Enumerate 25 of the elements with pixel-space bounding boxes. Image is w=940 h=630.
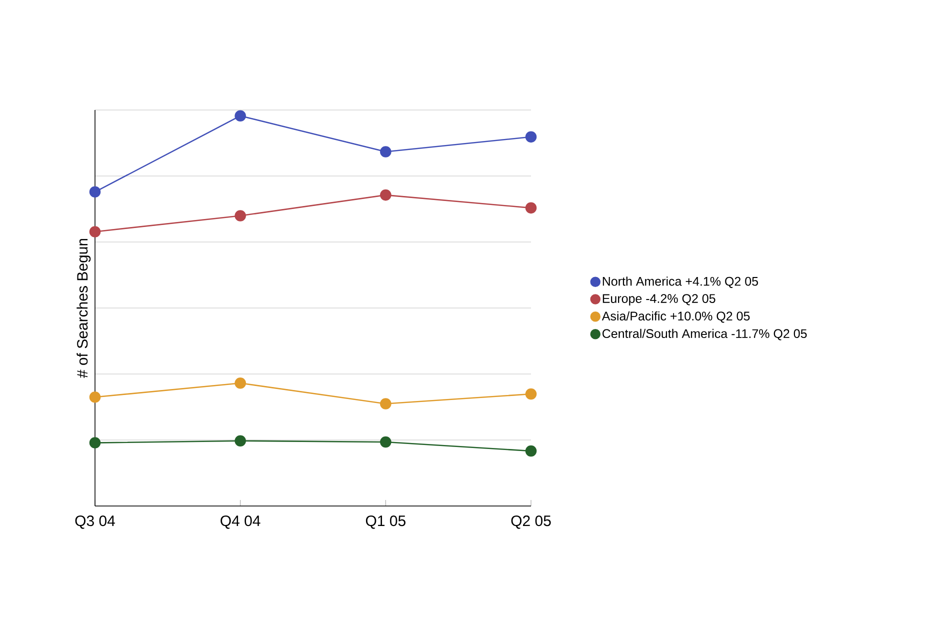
legend-label: Europe -4.2% Q2 05: [602, 294, 716, 306]
point: [89, 437, 101, 448]
point: [234, 377, 246, 389]
point: [234, 110, 246, 122]
point: [89, 391, 101, 403]
legend-label: North America +4.1% Q2 05: [602, 276, 758, 288]
point: [380, 189, 392, 201]
x-tick-label: Q3 04: [75, 516, 115, 529]
point: [234, 210, 246, 222]
x-tick-label: Q1 05: [366, 516, 406, 529]
x-tick-label: Q4 04: [220, 516, 260, 529]
point: [380, 398, 392, 410]
y-axis-title: # of Searches Begun: [76, 238, 91, 378]
point: [380, 436, 392, 448]
point: [89, 186, 101, 198]
point: [525, 131, 537, 143]
legend-label: Central/South America -11.7% Q2 05: [602, 328, 807, 340]
legend-label: Asia/Pacific +10.0% Q2 05: [602, 311, 750, 323]
point: [234, 435, 246, 446]
x-tick-label: Q2 05: [511, 516, 551, 529]
point: [380, 146, 392, 158]
point: [525, 445, 537, 457]
point: [525, 388, 537, 400]
point: [525, 202, 537, 214]
point: [89, 226, 101, 238]
